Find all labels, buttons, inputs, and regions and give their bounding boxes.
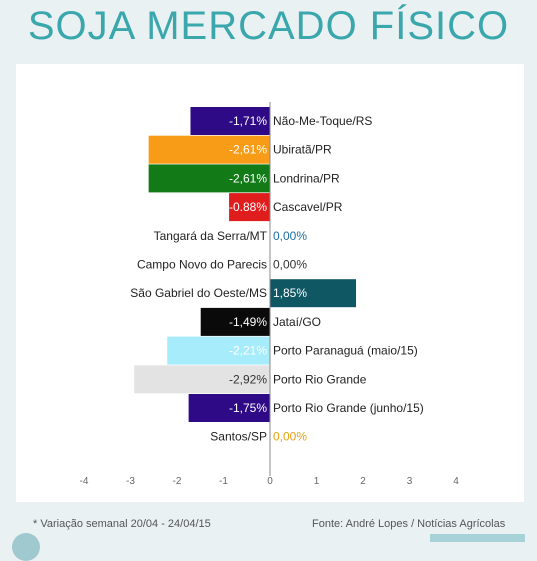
data-label: 0,00% [273,430,307,444]
decorative-circle [12,533,40,561]
data-label: 1,85% [273,286,307,300]
data-label: -1,71% [229,114,267,128]
data-label: -0.88% [229,200,267,214]
bar [229,193,270,222]
category-label: Cascavel/PR [273,200,343,214]
data-label: -1,75% [229,401,267,415]
bar [190,107,270,135]
x-tick-label: 0 [267,476,273,487]
category-label: Campo Novo do Parecis [137,258,267,272]
data-label: -2,21% [229,344,267,358]
category-label: Porto Rio Grande [273,372,367,386]
x-tick-label: 1 [314,476,320,487]
bar [148,164,270,193]
x-tick-label: 4 [453,476,459,487]
category-label: São Gabriel do Oeste/MS [130,286,267,300]
bar [148,135,270,164]
x-tick-label: 3 [407,476,413,487]
category-label: Tangará da Serra/MT [154,229,268,243]
chart-title: SOJA MERCADO FÍSICO [27,4,510,48]
x-tick-label: -1 [219,476,228,487]
data-label: -2,61% [229,171,267,185]
category-label: Londrina/PR [273,171,340,185]
x-ticks-group: -4 -3 -2 -1 0 1 2 3 4 [80,476,460,487]
x-tick-label: -4 [80,476,89,487]
x-tick-label: -3 [126,476,135,487]
bar [167,336,270,365]
data-label: 0,00% [273,258,307,272]
bar [134,365,270,394]
footnote: * Variação semanal 20/04 - 24/04/15 [33,518,211,530]
category-label: Porto Rio Grande (junho/15) [273,401,424,415]
category-label: Não-Me-Toque/RS [273,114,372,128]
decorative-bar [430,534,525,542]
data-label: -2,61% [229,143,267,157]
data-label: -2,92% [229,372,267,386]
x-tick-label: -2 [173,476,182,487]
category-label: Jataí/GO [273,315,321,329]
data-label: -1,49% [229,315,267,329]
bar [188,394,270,422]
bar [270,279,357,308]
category-label: Ubiratã/PR [273,143,332,157]
bar [200,307,270,336]
category-label: Porto Paranaguá (maio/15) [273,344,418,358]
category-label: Santos/SP [210,430,267,444]
source-note: Fonte: André Lopes / Notícias Agrícolas [312,518,506,530]
bars-group: -1,71% Não-Me-Toque/RS -2,61% Ubiratã/PR -2,… [130,107,424,444]
data-label: 0,00% [273,229,307,243]
x-tick-label: 2 [360,476,366,487]
chart: -1,71% Não-Me-Toque/RS -2,61% Ubiratã/PR -2,… [16,64,524,502]
